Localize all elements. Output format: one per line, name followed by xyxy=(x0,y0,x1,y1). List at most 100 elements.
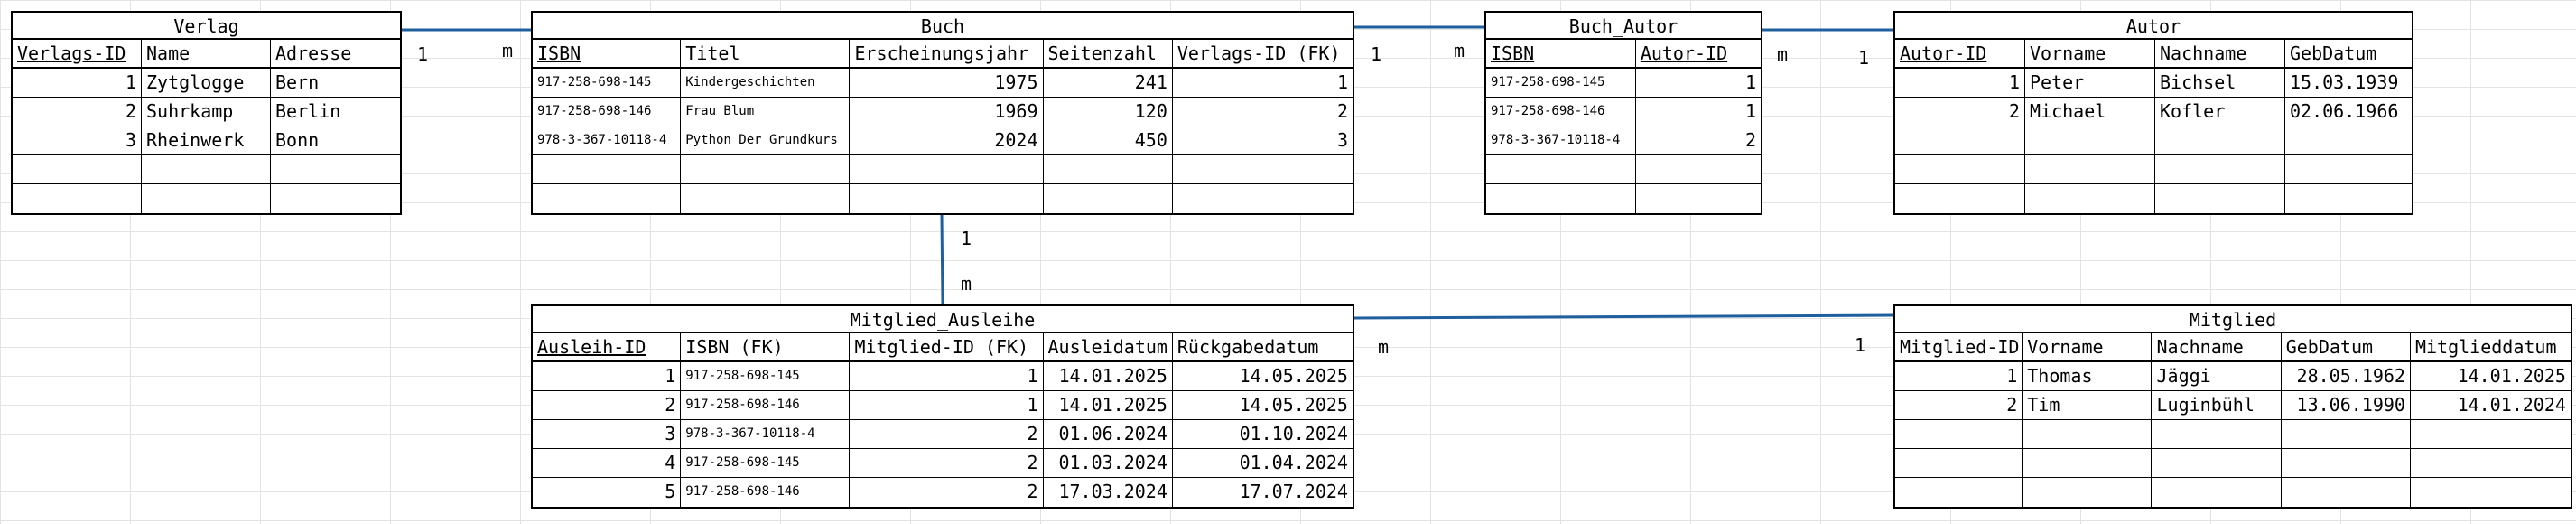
table-row: 978-3-367-10118-4 2 xyxy=(1486,126,1761,155)
table-cell xyxy=(2025,155,2155,183)
column-header: ISBN xyxy=(533,40,682,67)
table-row: 3 978-3-367-10118-4 2 01.06.2024 01.10.2024 xyxy=(533,420,1353,449)
table-cell xyxy=(2282,420,2411,448)
table-cell xyxy=(681,184,851,213)
table-cell: 14.01.2025 xyxy=(1044,391,1173,419)
table-row: 1 Zytglogge Bern xyxy=(13,69,400,98)
table-title: Mitglied_Ausleihe xyxy=(533,306,1353,333)
table-cell: 2 xyxy=(533,391,682,419)
table-cell xyxy=(142,155,271,183)
table-row: 2 Michael Kofler 02.06.1966 xyxy=(1895,98,2412,126)
table-cell xyxy=(2411,449,2571,477)
table-buch: Buch ISBN Titel Erscheinungsjahr Seitenzahl V… xyxy=(531,11,1354,215)
table-mitglied: Mitglied Mitglied-ID Vorname Nachname GebDat… xyxy=(1893,304,2572,509)
table-cell: 01.10.2024 xyxy=(1239,423,1348,444)
table-cell xyxy=(1636,184,1761,213)
table-cell: 978-3-367-10118-4 xyxy=(1486,126,1636,154)
column-header: Name xyxy=(142,40,271,67)
table-cell xyxy=(850,184,1044,213)
table-cell: 1 xyxy=(1895,69,2025,97)
table-cell xyxy=(681,155,851,183)
table-cell xyxy=(2285,184,2412,213)
table-title: Verlag xyxy=(13,13,400,40)
table-cell: 01.03.2024 xyxy=(1044,449,1173,477)
column-header: Ausleidatum xyxy=(1044,333,1173,360)
table-row: 3 Rheinwerk Bonn xyxy=(13,126,400,155)
table-row xyxy=(1895,155,2412,184)
table-cell: 28.05.1962 xyxy=(2282,362,2411,390)
table-cell: 14.05.2025 xyxy=(1239,394,1348,416)
header-row: Ausleih-ID ISBN (FK) Mitglied-ID (FK) Ausle… xyxy=(533,333,1353,362)
link-ausleihe-mitglied xyxy=(1353,313,1894,320)
table-cell: 13.06.1990 xyxy=(2282,391,2411,419)
table-cell: 5 xyxy=(533,478,682,507)
column-header: Mitglied-ID (FK) xyxy=(850,333,1044,360)
column-header: Nachname xyxy=(2152,333,2282,360)
table-cell: Suhrkamp xyxy=(142,98,271,126)
header-row: ISBN Titel Erscheinungsjahr Seitenzahl Verla… xyxy=(533,40,1353,69)
table-cell xyxy=(2155,155,2285,183)
table-cell xyxy=(1895,155,2025,183)
table-cell: Zytglogge xyxy=(142,69,271,97)
table-cell: Berlin xyxy=(275,100,341,122)
table-cell: Bonn xyxy=(275,129,320,151)
table-row: 917-258-698-146 Frau Blum 1969 120 2 xyxy=(533,98,1353,126)
header-row: Autor-ID Vorname Nachname GebDatum xyxy=(1895,40,2412,69)
table-cell xyxy=(1895,420,2023,448)
table-cell: 1 xyxy=(1895,362,2023,390)
table-cell xyxy=(1173,155,1353,183)
header-row: ISBN Autor-ID xyxy=(1486,40,1761,69)
table-row: 917-258-698-145 1 xyxy=(1486,69,1761,98)
table-row xyxy=(13,184,400,213)
table-cell xyxy=(2023,478,2153,507)
table-cell: 01.04.2024 xyxy=(1239,452,1348,473)
column-header: Autor-ID xyxy=(1640,42,1728,64)
table-cell xyxy=(1895,449,2023,477)
table-cell: Frau Blum xyxy=(681,98,851,126)
table-title: Buch xyxy=(533,13,1353,40)
table-cell: Michael xyxy=(2025,98,2155,126)
table-cell xyxy=(2152,449,2282,477)
table-cell: 917-258-698-146 xyxy=(1486,98,1636,126)
column-header: Seitenzahl xyxy=(1044,40,1173,67)
cardinality-buch-many: m xyxy=(502,40,514,61)
table-cell: 978-3-367-10118-4 xyxy=(681,420,851,448)
column-header: Vorname xyxy=(2023,333,2153,360)
table-cell xyxy=(271,184,400,213)
table-row: 1 Thomas Jäggi 28.05.1962 14.01.2025 xyxy=(1895,362,2571,391)
table-cell xyxy=(2025,184,2155,213)
table-row xyxy=(1895,126,2412,155)
table-title: Buch_Autor xyxy=(1486,13,1761,40)
column-header: GebDatum xyxy=(2290,42,2377,64)
table-cell xyxy=(2285,126,2412,154)
table-row xyxy=(1895,478,2571,507)
column-header: GebDatum xyxy=(2282,333,2411,360)
table-cell: 2 xyxy=(1336,100,1348,122)
column-header: Titel xyxy=(681,40,851,67)
table-cell: 917-258-698-145 xyxy=(533,69,682,97)
table-row xyxy=(1486,184,1761,213)
table-cell: 1969 xyxy=(850,98,1044,126)
table-cell: 241 xyxy=(1044,69,1173,97)
table-cell xyxy=(1636,155,1761,183)
table-row: 2 917-258-698-146 1 14.01.2025 14.05.2025 xyxy=(533,391,1353,420)
column-header: Nachname xyxy=(2155,40,2285,67)
cardinality-buchautor-many-right: m xyxy=(1777,43,1789,65)
table-cell: 2 xyxy=(1895,98,2025,126)
table-verlag: Verlag Verlags-ID Name Adresse 1 Zytglogge Ber… xyxy=(11,11,402,215)
table-cell xyxy=(2152,478,2282,507)
table-cell: Kofler xyxy=(2155,98,2285,126)
table-row: 5 917-258-698-146 2 17.03.2024 17.07.2024 xyxy=(533,478,1353,507)
table-cell xyxy=(13,155,142,183)
table-cell: 2 xyxy=(1895,391,2023,419)
table-cell: 917-258-698-146 xyxy=(681,478,851,507)
table-cell: Luginbühl xyxy=(2152,391,2282,419)
table-cell xyxy=(1044,184,1173,213)
table-cell: 14.01.2025 xyxy=(2457,365,2566,387)
table-cell xyxy=(1173,184,1353,213)
table-cell xyxy=(1895,126,2025,154)
table-cell: 1 xyxy=(1336,71,1348,93)
table-autor: Autor Autor-ID Vorname Nachname GebDatum 1 Pet… xyxy=(1893,11,2413,215)
table-cell: 3 xyxy=(533,420,682,448)
table-row: 917-258-698-146 1 xyxy=(1486,98,1761,126)
